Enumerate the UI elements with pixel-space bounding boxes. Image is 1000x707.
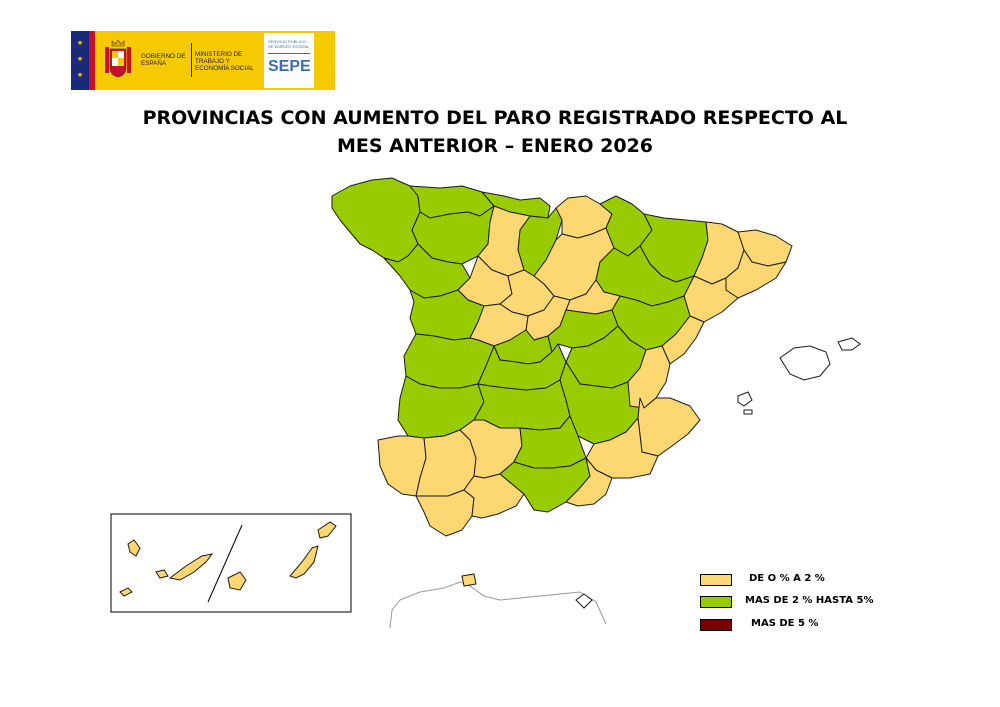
legend-swatch-low [700,574,732,586]
government-logo: ★ ★ ★ GOBIERNO DE ESPAÑA MINISTERIO DE TRA… [71,31,335,90]
legend-swatch-mid [700,596,732,608]
legend-label-low: DE O % A 2 % [749,573,825,584]
legend-label-high: MAS DE 5 % [751,618,819,629]
menorca [837,337,861,351]
canary-la-palma[interactable] [127,539,141,557]
canary-gran-canaria[interactable] [227,571,247,591]
formentera [743,409,753,415]
page-title: PROVINCIAS CON AUMENTO DEL PARO REGISTRA… [100,104,890,160]
mallorca [779,345,831,381]
canary-la-gomera[interactable] [155,569,169,579]
region-almeria[interactable] [565,457,613,507]
region-ceuta[interactable] [461,573,477,587]
legend-label-mid: MAS DE 2 % HASTA 5% [745,595,874,606]
ministry-text: MINISTERIO DE TRABAJO Y ECONOMÍA SOCIAL [195,51,254,72]
sepe-acronym: SEPE [268,58,311,75]
canary-el-hierro[interactable] [119,587,133,597]
sepe-full-name: SERVICIO PÚBLICO DE EMPLEO ESTATAL [268,39,310,49]
region-malaga[interactable] [463,473,525,519]
melilla [575,593,593,609]
canary-tenerife[interactable] [168,553,214,581]
canary-islands-inset [110,513,352,613]
title-line-2: MES ANTERIOR – ENERO 2026 [336,135,654,157]
legend-swatch-high [700,619,732,631]
coat-of-arms-icon [105,39,131,78]
sepe-logo: SERVICIO PÚBLICO DE EMPLEO ESTATAL SEPE [264,33,314,88]
north-africa-coast [389,573,607,629]
region-alicante[interactable] [637,397,701,457]
region-barcelona[interactable] [725,249,787,299]
ibiza [737,391,753,407]
canary-fuerteventura[interactable] [289,545,319,579]
eu-flag-icon: ★ ★ ★ [71,31,89,90]
balearic-islands [737,337,861,415]
map-legend: DE O % A 2 % MAS DE 2 % HASTA 5% MAS DE … [700,570,900,631]
gobierno-text: GOBIERNO DE ESPAÑA [141,53,186,67]
canary-lanzarote[interactable] [317,521,337,539]
region-cadiz[interactable] [415,489,475,537]
region-galicia-coast[interactable] [331,177,421,263]
title-line-1: PROVINCIAS CON AUMENTO DEL PARO REGISTRA… [142,107,848,129]
